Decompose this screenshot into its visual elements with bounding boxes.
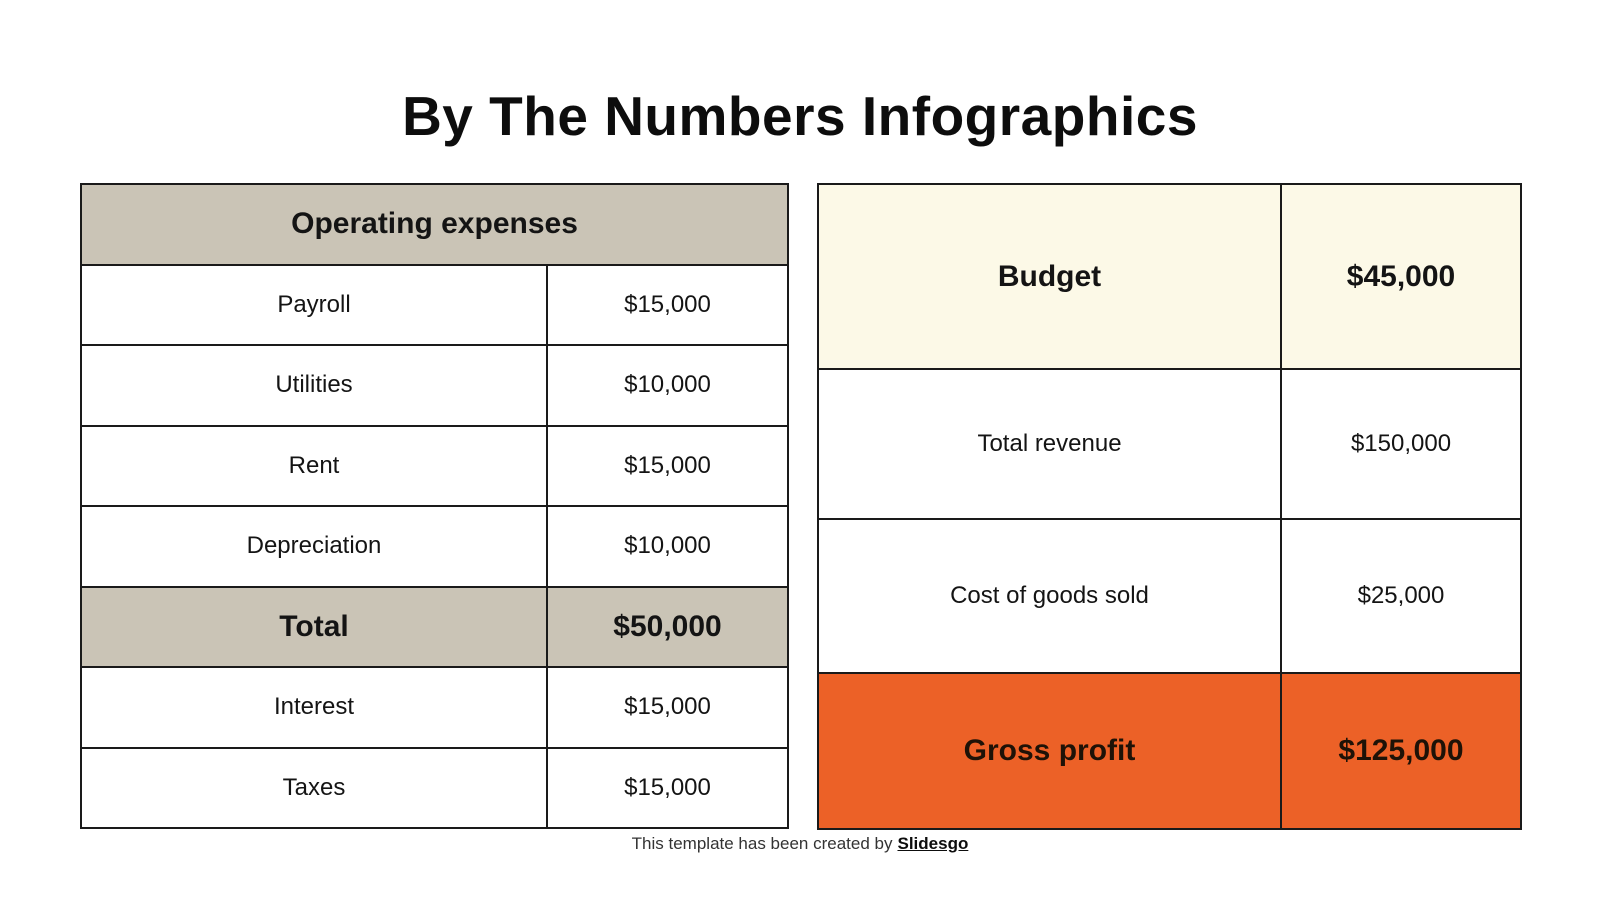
page-title: By The Numbers Infographics	[402, 85, 1198, 147]
row-label: Gross profit	[817, 672, 1282, 830]
operating-expenses-header: Operating expenses	[80, 183, 789, 266]
table-row: Payroll $15,000	[80, 263, 789, 346]
row-value: $10,000	[546, 505, 789, 588]
row-value: $50,000	[546, 585, 789, 668]
table-header-row: Operating expenses	[80, 183, 789, 266]
slidesgo-link[interactable]: Slidesgo	[897, 834, 969, 853]
row-label: Cost of goods sold	[817, 518, 1282, 674]
row-label: Total revenue	[817, 368, 1282, 520]
row-value: $45,000	[1280, 183, 1522, 370]
table-row-gross-profit: Gross profit $125,000	[817, 672, 1522, 830]
row-value: $125,000	[1280, 672, 1522, 830]
row-value: $15,000	[546, 263, 789, 346]
table-row: Depreciation $10,000	[80, 505, 789, 588]
table-row: Interest $15,000	[80, 666, 789, 749]
table-row: Utilities $10,000	[80, 344, 789, 427]
row-value: $15,000	[546, 424, 789, 507]
row-label: Payroll	[80, 263, 548, 346]
table-row-total: Total $50,000	[80, 585, 789, 668]
row-label: Rent	[80, 424, 548, 507]
row-label: Utilities	[80, 344, 548, 427]
row-label: Interest	[80, 666, 548, 749]
row-label: Taxes	[80, 746, 548, 829]
table-row-budget: Budget $45,000	[817, 183, 1522, 370]
row-value: $150,000	[1280, 368, 1522, 520]
table-row: Taxes $15,000	[80, 746, 789, 829]
row-value: $10,000	[546, 344, 789, 427]
operating-expenses-table: Operating expenses Payroll $15,000 Utili…	[80, 183, 789, 829]
row-value: $15,000	[546, 666, 789, 749]
table-row: Cost of goods sold $25,000	[817, 518, 1522, 674]
footer-credit: This template has been created by Slidesg…	[0, 834, 1600, 854]
footer-text: This template has been created by	[631, 834, 893, 853]
budget-table: Budget $45,000 Total revenue $150,000 Co…	[817, 183, 1522, 830]
row-value: $25,000	[1280, 518, 1522, 674]
row-value: $15,000	[546, 746, 789, 829]
table-row: Rent $15,000	[80, 424, 789, 507]
table-row: Total revenue $150,000	[817, 368, 1522, 520]
row-label: Total	[80, 585, 548, 668]
row-label: Depreciation	[80, 505, 548, 588]
row-label: Budget	[817, 183, 1282, 370]
